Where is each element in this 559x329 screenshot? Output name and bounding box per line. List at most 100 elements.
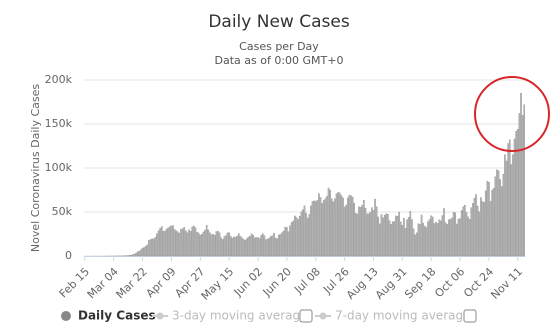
bar xyxy=(431,216,434,257)
bar xyxy=(409,211,412,257)
bar xyxy=(231,237,234,257)
bar xyxy=(303,205,306,257)
bar xyxy=(343,206,346,257)
bar xyxy=(268,237,271,257)
bar xyxy=(207,229,210,257)
bar xyxy=(430,215,432,257)
bar xyxy=(464,205,466,257)
highlight-circle xyxy=(474,76,550,152)
chart-subtitle: Data as of 0:00 GMT+0 xyxy=(215,54,344,67)
bar xyxy=(515,130,517,257)
bar xyxy=(313,200,315,257)
bar xyxy=(287,231,290,257)
bar xyxy=(486,181,489,257)
legend-checkbox[interactable] xyxy=(299,309,313,323)
legend-label: 7-day moving average xyxy=(335,309,470,323)
bar xyxy=(295,217,298,257)
bar xyxy=(404,228,407,257)
bar xyxy=(281,232,283,257)
bar xyxy=(361,204,364,257)
bar xyxy=(390,224,392,257)
bar xyxy=(334,198,336,257)
bar xyxy=(348,194,351,257)
x-tick-label: Jul 08 xyxy=(291,265,323,297)
legend-marker xyxy=(61,311,71,321)
bar xyxy=(523,104,525,257)
bar xyxy=(253,237,256,257)
bar xyxy=(499,179,501,257)
bar xyxy=(186,232,189,257)
bar xyxy=(133,253,136,257)
bar xyxy=(199,234,202,257)
bar xyxy=(228,232,230,257)
bar xyxy=(247,236,250,257)
bar xyxy=(241,237,243,257)
bar xyxy=(298,215,301,257)
bar xyxy=(326,196,328,257)
bar xyxy=(415,232,418,257)
bar xyxy=(302,209,304,257)
legend-checkbox[interactable] xyxy=(463,309,477,323)
bar xyxy=(152,238,155,257)
bar xyxy=(159,227,161,257)
bar xyxy=(164,230,166,257)
bar xyxy=(363,200,365,257)
bar xyxy=(250,233,253,257)
bar xyxy=(233,236,235,257)
bar xyxy=(270,236,272,257)
bar xyxy=(396,215,399,257)
legend: Daily Cases 3-day moving average 7-day mov… xyxy=(61,309,477,323)
bar xyxy=(310,205,312,257)
bar xyxy=(136,251,139,257)
bar xyxy=(308,214,311,257)
bar xyxy=(263,235,266,257)
bar xyxy=(449,218,452,257)
bar xyxy=(183,227,186,257)
bar xyxy=(236,235,238,257)
bar xyxy=(225,235,227,257)
bar xyxy=(472,203,474,257)
bar xyxy=(375,206,378,257)
bar xyxy=(351,196,354,257)
bar xyxy=(427,221,429,257)
bar xyxy=(327,187,330,257)
bar xyxy=(454,212,457,257)
bar xyxy=(319,197,322,257)
bar xyxy=(387,214,389,257)
bar xyxy=(128,255,131,257)
bar xyxy=(146,244,149,257)
bar xyxy=(367,213,370,257)
legend-marker xyxy=(156,312,164,320)
bar xyxy=(505,160,508,257)
bar xyxy=(512,154,514,257)
x-tick-label: Jun 02 xyxy=(231,265,265,299)
bar xyxy=(340,195,343,257)
bar xyxy=(279,234,282,257)
bar xyxy=(175,230,178,257)
bar xyxy=(271,235,274,257)
bar xyxy=(316,199,319,257)
x-tick-label: Oct 06 xyxy=(432,265,467,300)
bar xyxy=(467,216,469,257)
bar xyxy=(460,210,463,257)
bar xyxy=(257,237,259,257)
bar xyxy=(290,222,293,257)
bar xyxy=(149,239,152,257)
bar xyxy=(335,193,338,257)
y-tick-label: 200k xyxy=(45,73,73,86)
bar xyxy=(260,234,262,257)
bar xyxy=(205,224,208,257)
x-tick-label: Mar 04 xyxy=(85,265,121,301)
bar xyxy=(438,219,440,257)
bar xyxy=(468,219,471,257)
bar xyxy=(379,223,381,257)
bar xyxy=(356,213,359,257)
bar xyxy=(197,232,200,257)
bar xyxy=(178,232,181,257)
bar xyxy=(488,182,490,257)
bar xyxy=(151,238,153,257)
bar xyxy=(444,222,447,257)
bar xyxy=(300,211,303,257)
legend-label: 3-day moving average xyxy=(172,309,307,323)
bar xyxy=(358,206,360,257)
